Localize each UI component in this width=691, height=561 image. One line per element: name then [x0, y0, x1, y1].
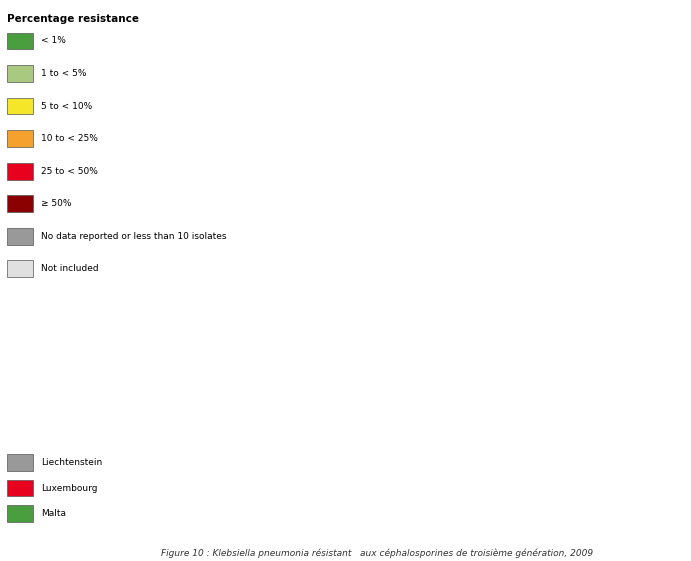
Bar: [7, 260, 33, 277]
Text: Percentage resistance: Percentage resistance: [7, 14, 139, 24]
Bar: [7, 505, 33, 522]
Text: Not included: Not included: [41, 264, 99, 273]
Bar: [7, 454, 33, 471]
Text: Malta: Malta: [41, 509, 66, 518]
Text: No data reported or less than 10 isolates: No data reported or less than 10 isolate…: [41, 232, 227, 241]
Bar: [7, 33, 33, 49]
Bar: [7, 98, 33, 114]
Text: Liechtenstein: Liechtenstein: [41, 458, 103, 467]
Bar: [7, 228, 33, 245]
Text: 10 to < 25%: 10 to < 25%: [41, 134, 98, 143]
Bar: [7, 130, 33, 147]
Text: 5 to < 10%: 5 to < 10%: [41, 102, 93, 111]
Text: < 1%: < 1%: [41, 36, 66, 45]
Bar: [7, 195, 33, 212]
Text: Luxembourg: Luxembourg: [41, 484, 98, 493]
Bar: [7, 65, 33, 82]
Text: ≥ 50%: ≥ 50%: [41, 199, 72, 208]
Bar: [7, 163, 33, 180]
Bar: [7, 480, 33, 496]
Text: 1 to < 5%: 1 to < 5%: [41, 69, 87, 78]
Text: Figure 10 : Klebsiella pneumonia résistant   aux céphalosporines de troisième gé: Figure 10 : Klebsiella pneumonia résista…: [161, 549, 599, 558]
Text: 25 to < 50%: 25 to < 50%: [41, 167, 98, 176]
